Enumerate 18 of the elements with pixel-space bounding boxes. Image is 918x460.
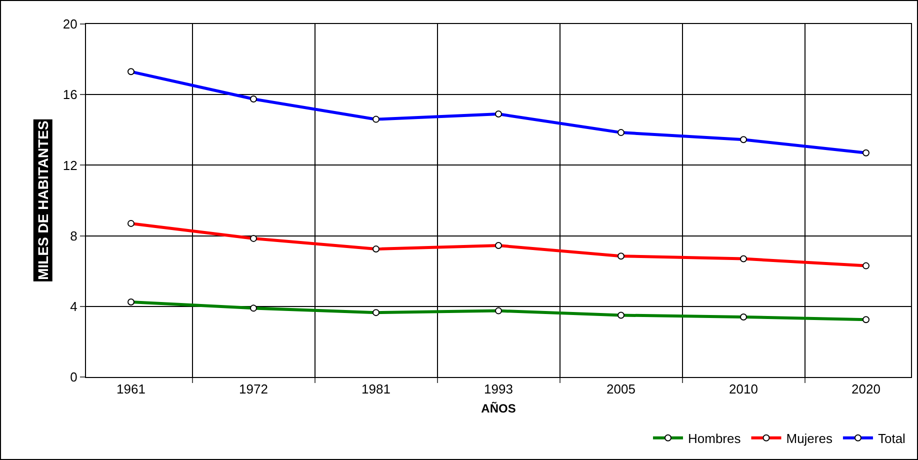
x-tick-label: 1993 bbox=[484, 382, 513, 397]
y-tick-label: 8 bbox=[70, 228, 78, 244]
x-tick-label: 2020 bbox=[852, 382, 880, 397]
y-tick-label: 4 bbox=[70, 298, 78, 314]
x-tick-label: 1981 bbox=[362, 382, 390, 397]
legend-label: Total bbox=[878, 430, 906, 446]
x-tick-label: 1972 bbox=[239, 382, 268, 397]
x-tick-label: 2005 bbox=[606, 382, 636, 397]
legend-label: Hombres bbox=[688, 430, 742, 446]
y-tick-label: 0 bbox=[70, 370, 78, 385]
x-tick-label: 1961 bbox=[116, 382, 146, 397]
y-tick-label: 12 bbox=[62, 158, 78, 173]
x-tick-label: 2010 bbox=[729, 382, 758, 397]
y-axis-title: MILES DE HABITANTES bbox=[34, 120, 51, 280]
y-tick-label: 16 bbox=[62, 87, 78, 102]
y-tick-label: 20 bbox=[62, 16, 78, 32]
legend-label: Mujeres bbox=[786, 430, 833, 446]
x-axis-title: AÑOS bbox=[481, 402, 516, 416]
